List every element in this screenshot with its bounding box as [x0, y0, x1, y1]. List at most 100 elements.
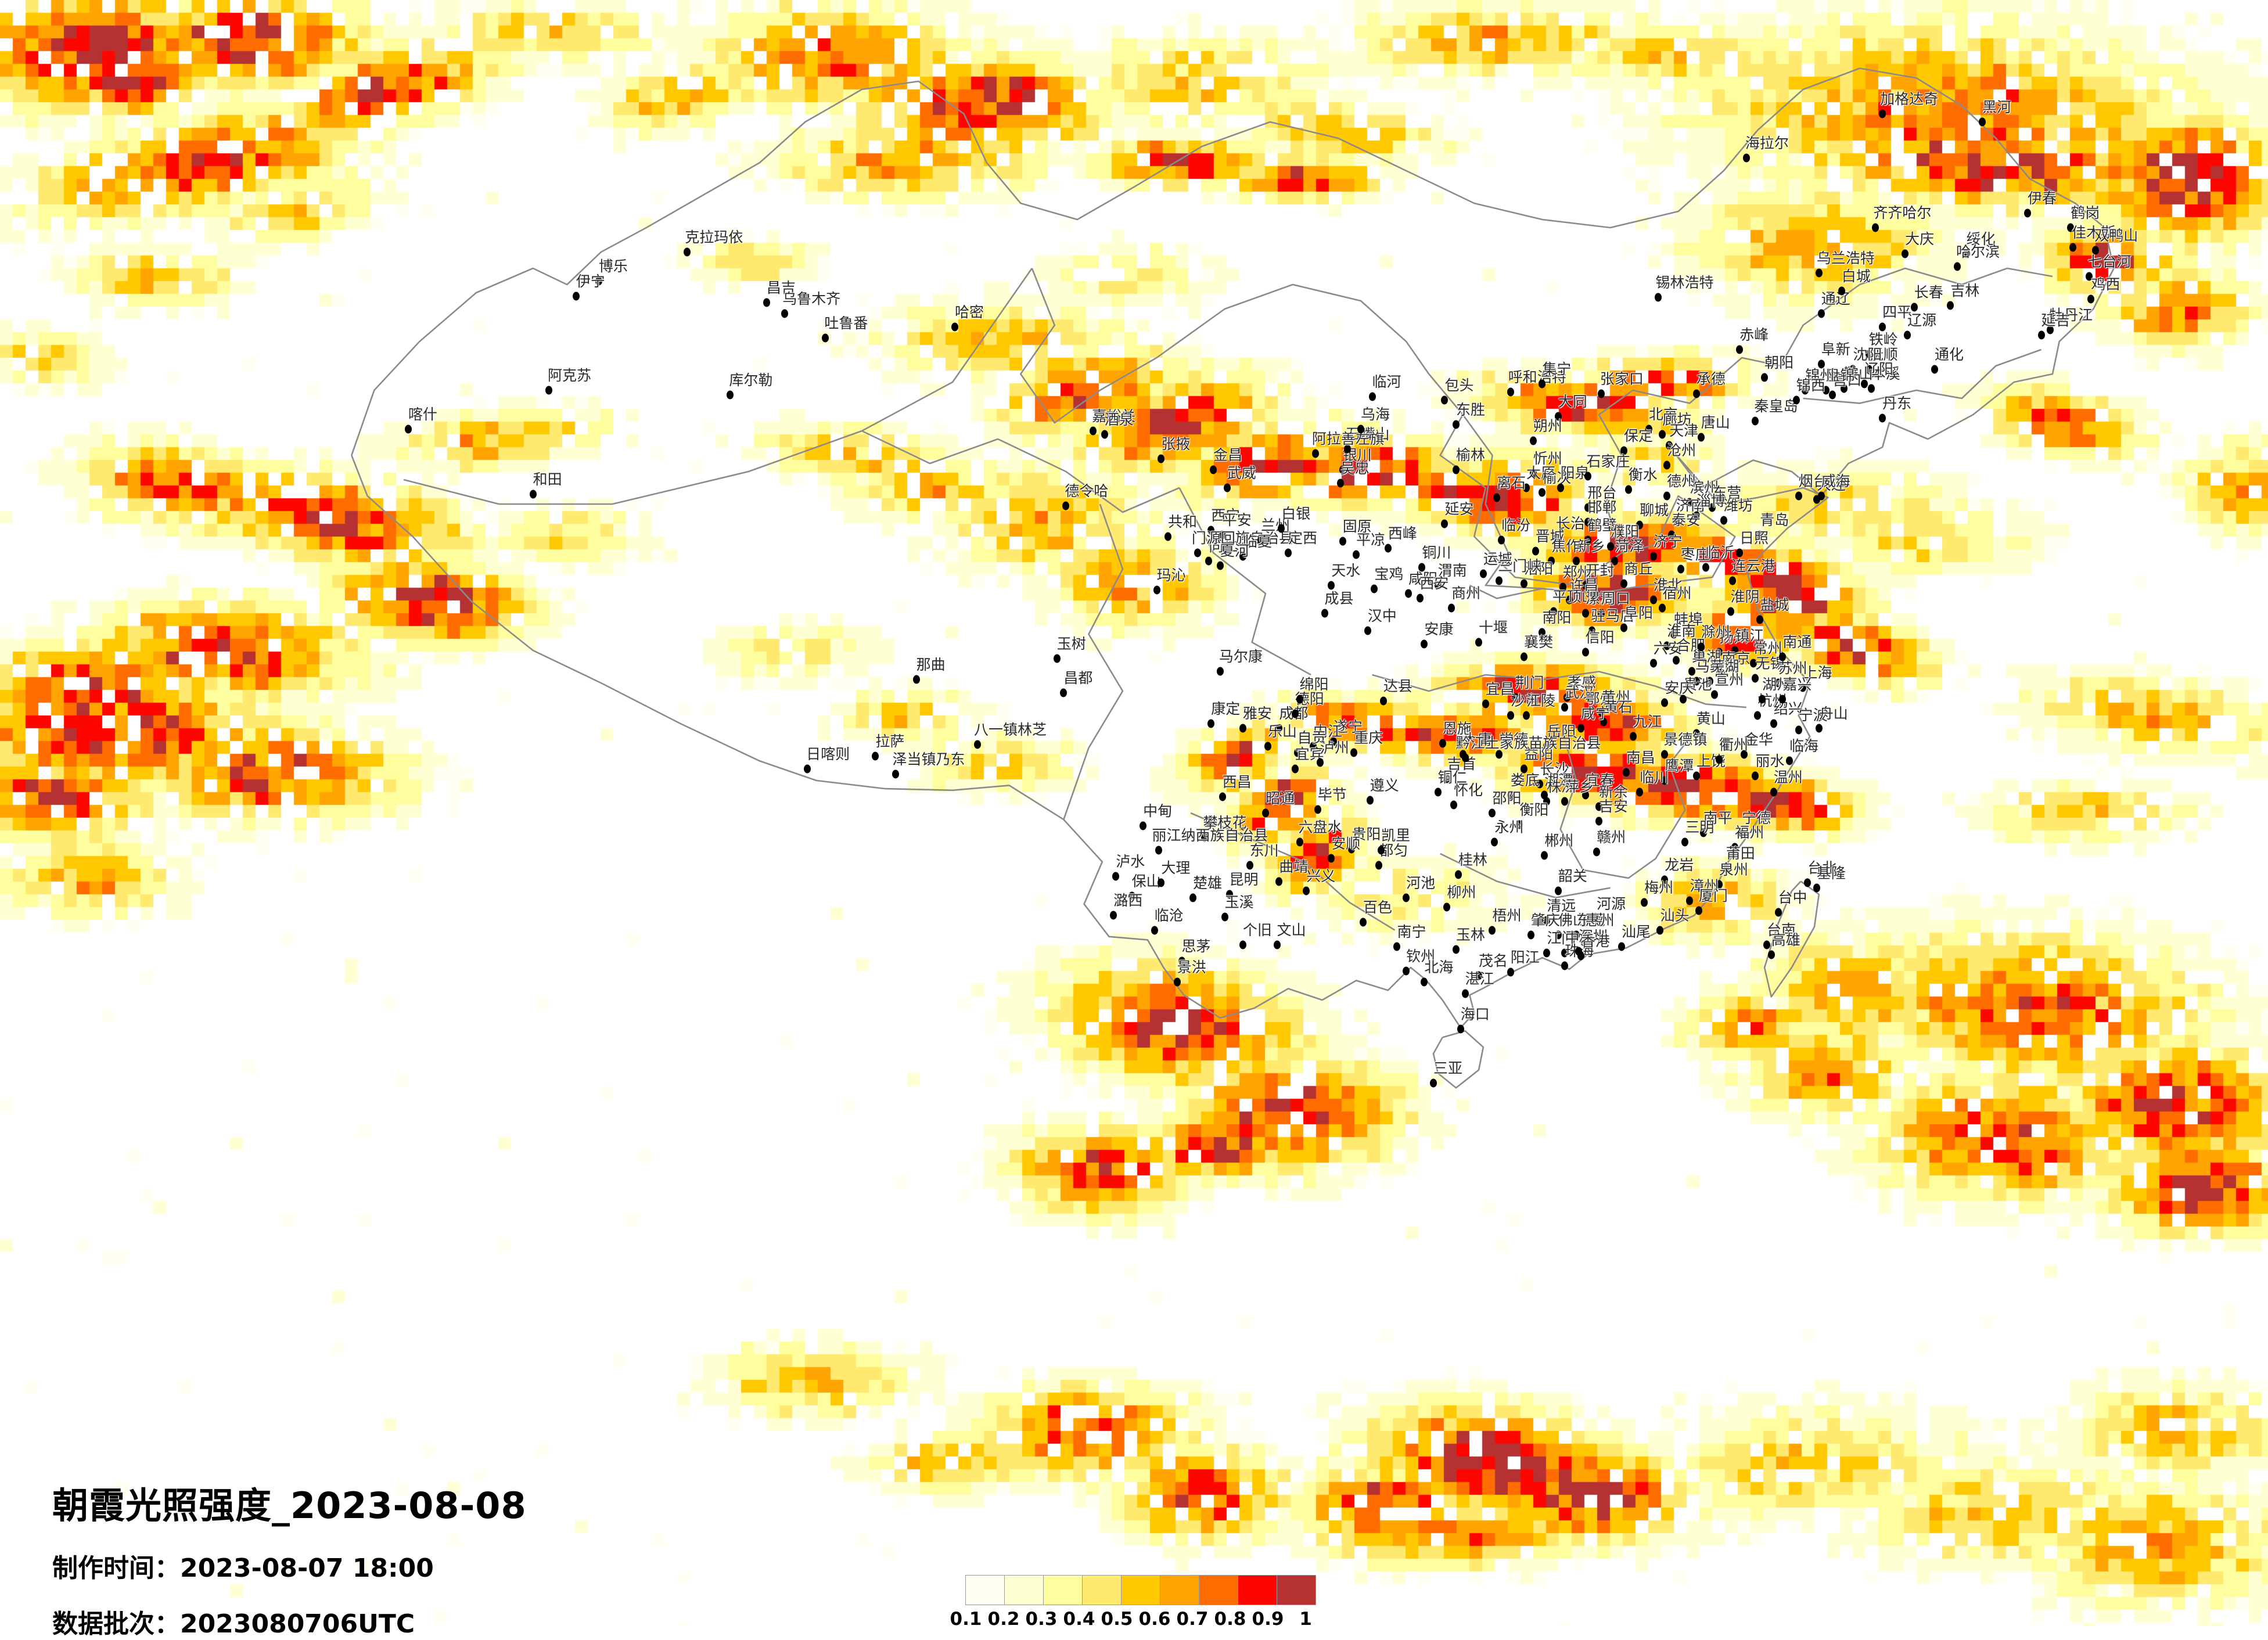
- city-dot: [781, 309, 789, 318]
- city-dot: [1532, 546, 1539, 556]
- city-label: 榆次: [1542, 469, 1572, 487]
- city-label: 韶关: [1558, 868, 1587, 885]
- city-dot: [1418, 563, 1426, 572]
- city-label: 鹤壁: [1587, 516, 1617, 534]
- city-label: 抚顺: [1868, 346, 1898, 363]
- city-label: 宿州: [1662, 585, 1692, 602]
- city-label: 那曲: [916, 656, 946, 674]
- city-label: 忻州: [1533, 449, 1562, 467]
- city-label: 温州: [1773, 768, 1803, 786]
- city-dot: [1572, 556, 1580, 566]
- city-label: 集宁: [1542, 360, 1572, 377]
- city-label: 泰安: [1671, 512, 1701, 529]
- city-label: 台北: [1807, 859, 1837, 877]
- city-dot: [1636, 787, 1644, 797]
- city-label: 永州: [1494, 819, 1524, 836]
- city-label: 河池: [1406, 874, 1436, 891]
- city-label: 黄山: [1696, 710, 1726, 727]
- city-label: 喀什: [408, 406, 437, 423]
- city-label: 安顺: [1331, 835, 1361, 853]
- city-label: 吐鲁番: [824, 315, 868, 332]
- city-dot: [1752, 771, 1759, 781]
- city-label: 保山: [1131, 872, 1161, 890]
- city-dot: [1815, 724, 1823, 733]
- city-label: 康定: [1211, 700, 1241, 717]
- city-label: 太原: [1526, 465, 1556, 481]
- city-label: 沈阳: [1853, 346, 1882, 363]
- city-dot: [1756, 530, 1764, 540]
- city-label: 乐山: [1267, 723, 1297, 740]
- city-label: 龙岩: [1665, 856, 1694, 873]
- city-label: 玉溪: [1224, 894, 1254, 911]
- city-label: 南昌: [1626, 749, 1655, 766]
- city-label: 白银: [1281, 505, 1311, 522]
- city-label: 衡阳: [1519, 801, 1549, 818]
- city-label: 衢州: [1719, 736, 1748, 753]
- city-label: 中甸: [1143, 803, 1173, 820]
- province-boundary-9: [1372, 671, 1746, 708]
- city-dot: [1656, 926, 1664, 935]
- city-label: 库尔勒: [729, 372, 773, 389]
- city-label: 济南: [1676, 497, 1705, 514]
- city-dot: [1584, 535, 1591, 545]
- city-dot: [1339, 465, 1346, 474]
- city-label: 常德: [1499, 731, 1529, 749]
- city-label: 邢台: [1587, 484, 1617, 501]
- city-label: 厦门: [1698, 887, 1728, 904]
- legend-swatch: [965, 1575, 1005, 1605]
- city-label: 芜湖: [1710, 658, 1739, 675]
- city-label: 梧州: [1492, 907, 1522, 924]
- city-dot: [1309, 742, 1317, 751]
- city-dot: [1715, 648, 1723, 657]
- city-label: 天水: [1331, 562, 1361, 579]
- island-outline-0: [1432, 1030, 1485, 1089]
- city-dot: [1770, 787, 1777, 797]
- city-dot: [1443, 902, 1451, 912]
- city-dot: [1649, 595, 1657, 605]
- city-dot: [1582, 709, 1589, 718]
- city-dot: [1561, 948, 1569, 958]
- city-dot: [1978, 117, 1986, 127]
- city-dot: [1454, 870, 1462, 879]
- city-dot: [1293, 748, 1301, 757]
- legend-tick: 0.8: [1214, 1609, 1246, 1630]
- city-dot: [1582, 648, 1589, 657]
- city-dot: [1223, 483, 1231, 492]
- city-dot: [1507, 387, 1514, 397]
- city-label: 固原: [1342, 518, 1372, 535]
- city-label: 盐城: [1760, 596, 1789, 613]
- city-dot: [1566, 595, 1573, 605]
- city-label: 邯郸: [1587, 498, 1617, 516]
- city-dot: [1311, 449, 1319, 458]
- city-dot: [1588, 626, 1596, 635]
- city-label: 锦州: [1805, 367, 1835, 384]
- city-label: 平安: [1222, 512, 1252, 529]
- city-label: 上海: [1803, 664, 1832, 682]
- city-label: 曲靖: [1279, 858, 1309, 875]
- city-dot: [1475, 638, 1483, 647]
- city-dot: [1722, 864, 1730, 873]
- city-dot: [1799, 683, 1807, 692]
- city-label: 七台河: [2087, 253, 2132, 270]
- city-dot: [1838, 286, 1845, 296]
- city-label: 吴忠: [1340, 459, 1370, 477]
- city-dot: [1189, 893, 1197, 902]
- city-dot: [1661, 750, 1669, 759]
- city-label: 石家庄: [1586, 453, 1630, 470]
- city-label: 重庆: [1354, 729, 1383, 747]
- city-label: 昌吉: [766, 279, 796, 296]
- city-label: 湘潭: [1544, 772, 1574, 789]
- city-dot: [1461, 753, 1469, 763]
- city-label: 孝感: [1567, 674, 1597, 692]
- city-label: 基隆: [1816, 864, 1846, 882]
- city-label: 共和: [1168, 513, 1198, 530]
- city-dot: [1357, 425, 1364, 434]
- city-dot: [1296, 695, 1303, 704]
- city-dot: [1561, 961, 1569, 970]
- city-dot: [1645, 425, 1652, 434]
- city-label: 辽源: [1907, 311, 1937, 329]
- city-label: 巢湖: [1692, 648, 1721, 666]
- legend-tick-labels: 0.1 0.2 0.3 0.4 0.5 0.6 0.7 0.8 0.9 1: [950, 1609, 1316, 1632]
- city-label: 丹东: [1882, 394, 1912, 412]
- legend-tick: 0.4: [1063, 1609, 1095, 1630]
